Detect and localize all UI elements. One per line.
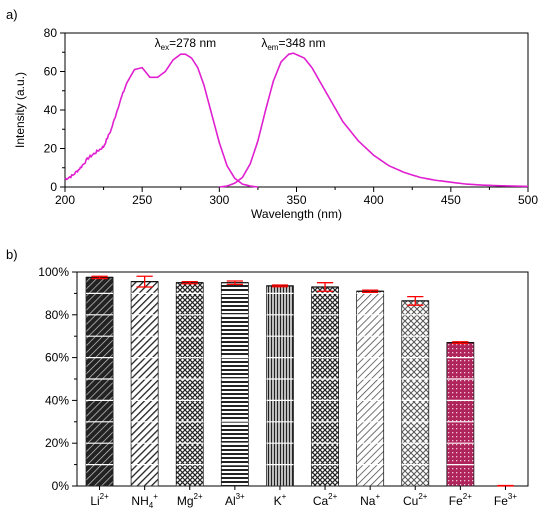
ion-symbol: Fe <box>494 494 508 508</box>
bar <box>130 281 159 487</box>
y-tick-label: 20% <box>45 436 69 450</box>
ion-symbol: Na <box>360 494 376 508</box>
bar <box>85 276 114 487</box>
y-tick-label: 0 <box>50 180 57 194</box>
ion-symbol: Li <box>90 494 99 508</box>
ion-charge: 2+ <box>100 492 109 501</box>
x-tick-label: Al3+ <box>225 492 245 508</box>
spectra-chart: 200 250 300 350 400 450 500 0 20 40 60 80 Wavelength… <box>13 26 538 221</box>
emission-curve <box>219 52 529 188</box>
ion-charge: 2+ <box>194 492 203 501</box>
bar <box>401 300 430 487</box>
y-axis-title: Intensity (a.u.) <box>13 72 27 148</box>
ion-subscript: 4 <box>149 501 154 510</box>
annotation-text: =278 nm <box>169 36 216 50</box>
ion-symbol: NH <box>131 494 148 508</box>
annotation-sub: ex <box>161 43 169 52</box>
ion-symbol: Fe <box>449 494 463 508</box>
panel-b-label: b) <box>6 247 18 262</box>
ion-symbol: Cu <box>403 494 418 508</box>
x-tick-label: Fe2+ <box>449 492 472 508</box>
y-tick-label: 20 <box>44 142 58 156</box>
x-tick-label: 400 <box>364 193 384 207</box>
bar <box>311 286 339 487</box>
ion-charge: + <box>282 492 287 501</box>
bar <box>266 285 294 487</box>
annotation-sub: em <box>267 43 278 52</box>
annotation-em: λem=348 nm <box>261 36 325 52</box>
x-tick-label: Ca2+ <box>313 492 338 508</box>
response-bar-chart: 0%20%40%60%80%100%Li2+ NH4+ Mg2+ Al3+ K+ Ca2+… <box>38 265 529 510</box>
x-tick-label: 200 <box>55 193 75 207</box>
ion-charge: 2+ <box>463 492 472 501</box>
x-tick-label: NH4+ <box>131 492 158 510</box>
bar <box>356 290 385 487</box>
annotation-symbol: λ <box>155 36 161 50</box>
y-tick-label: 80 <box>44 26 58 40</box>
ion-charge: 3+ <box>236 492 245 501</box>
x-tick-label: Cu2+ <box>403 492 428 508</box>
x-tick-label: K+ <box>274 492 287 508</box>
x-tick-label: Na+ <box>360 492 380 508</box>
bar <box>446 342 475 487</box>
annotation-text: =348 nm <box>278 36 325 50</box>
x-tick-label: 450 <box>441 193 461 207</box>
ion-symbol: Al <box>225 494 236 508</box>
ion-symbol: K <box>274 494 282 508</box>
ion-charge: 2+ <box>328 492 337 501</box>
y-tick-label: 100% <box>38 265 69 279</box>
bar <box>175 282 204 487</box>
bar <box>220 282 249 487</box>
x-tick-label: 300 <box>209 193 229 207</box>
excitation-curve <box>64 53 259 188</box>
y-tick-label: 60% <box>45 351 69 365</box>
ion-charge: + <box>375 492 380 501</box>
x-tick-label: 500 <box>518 193 538 207</box>
x-tick-label: 350 <box>286 193 306 207</box>
ion-symbol: Mg <box>177 494 194 508</box>
y-tick-label: 40% <box>45 393 69 407</box>
x-tick-label: Mg2+ <box>177 492 203 508</box>
ion-charge: + <box>153 492 158 501</box>
y-tick-label: 60 <box>44 65 58 79</box>
ion-charge: 3+ <box>508 492 517 501</box>
x-tick-label: Fe3+ <box>494 492 517 508</box>
y-tick-label: 0% <box>52 479 70 493</box>
x-tick-label: Li2+ <box>90 492 109 508</box>
panel-a-label: a) <box>6 7 18 22</box>
plot-frame <box>64 32 529 188</box>
annotation-ex: λex=278 nm <box>155 36 217 52</box>
x-axis-title: Wavelength (nm) <box>251 207 342 221</box>
y-tick-label: 40 <box>44 103 58 117</box>
y-tick-label: 80% <box>45 308 69 322</box>
annotation-symbol: λ <box>261 36 267 50</box>
ion-symbol: Ca <box>313 494 329 508</box>
ion-charge: 2+ <box>418 492 427 501</box>
x-tick-label: 250 <box>132 193 152 207</box>
